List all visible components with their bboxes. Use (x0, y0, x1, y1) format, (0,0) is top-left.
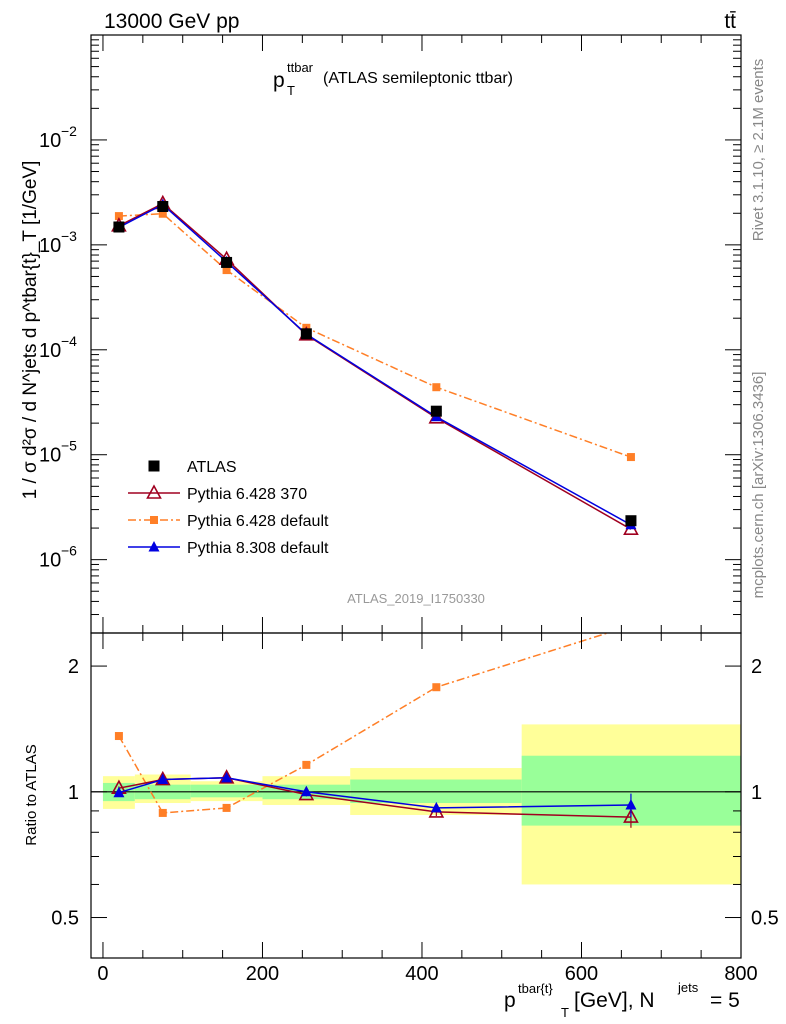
ratio-point-pythia-8-308-default (625, 798, 637, 810)
watermark: ATLAS_2019_I1750330 (347, 591, 485, 606)
main-ytick-exp: −5 (61, 438, 77, 454)
main-point-pythia-6-428-370 (428, 409, 445, 424)
main-ytick-exp: −3 (61, 228, 77, 244)
mcplots-label: mcplots.cern.ch [arXiv:1306.3436] (750, 372, 767, 599)
ratio-xtick-label: 800 (724, 963, 757, 985)
legend: ATLAS Pythia 6.428 370 Pythia 6.428 defaul… (128, 459, 329, 557)
header-right: tt̄ (724, 10, 736, 33)
main-ytick-label: 10 (39, 130, 61, 152)
main-ylabel: 1 / σ d²σ / d N^jets d p^tbar{t}_T [1/Ge… (20, 161, 41, 500)
legend-marker-atlas (148, 460, 160, 472)
x-axis-label: p tbar{t} T [GeV], N jets = 5 (504, 980, 740, 1020)
ratio-point-pythia-8-308-default (430, 801, 442, 813)
xlabel-sub: T (561, 1005, 569, 1020)
main-point-pythia-6-428-default (222, 266, 231, 275)
ratio-point-pythia-6-428-370 (154, 770, 171, 786)
legend-label-atlas: ATLAS (187, 459, 237, 476)
rivet-label: Rivet 3.1.10, ≥ 2.1M events (750, 59, 767, 242)
main-point-atlas (300, 328, 312, 340)
main-ytick-label: 10 (39, 340, 61, 362)
xlabel-end: = 5 (710, 989, 740, 1012)
ratio-point-pythia-6-428-370 (623, 808, 639, 823)
ratio-ytick-label-right: 1 (751, 782, 762, 804)
legend-label-pythia-6-428-370: Pythia 6.428 370 (187, 486, 307, 503)
ratio-ytick-label-left: 0.5 (51, 908, 79, 930)
ratio-point-pythia-6-428-default (114, 732, 123, 741)
main-point-pythia-6-428-default (432, 383, 441, 392)
ratio-xtick-label: 400 (405, 963, 438, 985)
ratio-ytick-label-right: 2 (751, 656, 762, 678)
main-point-pythia-6-428-default (114, 212, 123, 221)
legend-label-pythia-6-428-default: Pythia 6.428 default (187, 513, 329, 530)
ratio-band-green (190, 784, 263, 798)
main-line-pythia-6-428-default (118, 212, 632, 458)
main-point-atlas (113, 221, 125, 233)
ratio-xtick-label: 200 (246, 963, 279, 985)
main-point-atlas (157, 201, 169, 213)
ratio-point-pythia-6-428-default (432, 683, 441, 692)
main-title: p ttbar T (ATLAS semileptonic ttbar) (273, 60, 513, 98)
main-title-sup: ttbar (287, 60, 314, 75)
ratio-line-pythia-8-308-default (118, 777, 631, 809)
legend-marker-pythia-6-428-default (150, 516, 158, 524)
legend-marker-pythia-8-308-default (148, 541, 160, 552)
xlabel-rest: [GeV], N (574, 989, 655, 1012)
ratio-ytick-label-left: 2 (68, 656, 79, 678)
main-title-sub: T (287, 83, 295, 98)
xlabel-p: p (504, 989, 516, 1012)
ratio-point-pythia-6-428-default (158, 808, 167, 817)
ratio-bands (102, 724, 741, 885)
ratio-xtick-label: 600 (565, 963, 598, 985)
main-ytick-exp: −4 (61, 333, 77, 349)
main-point-atlas (430, 405, 442, 417)
main-ytick-label: 10 (39, 445, 61, 467)
main-ytick-exp: −6 (61, 543, 77, 559)
ratio-panel: 0.5 0.5 1 1 2 2 0 200 400 600 800 (51, 622, 779, 985)
header-left: 13000 GeV pp (104, 10, 239, 33)
main-ylabel-group: 1 / σ d²σ / d N^jets d p^tbar{t}_T [1/Ge… (20, 161, 41, 500)
main-point-atlas (221, 256, 233, 268)
xlabel-sup: tbar{t} (518, 981, 553, 996)
ratio-frame (90, 632, 742, 959)
ratio-point-pythia-8-308-default (157, 773, 169, 785)
ratio-point-pythia-8-308-default (113, 786, 125, 798)
ratio-point-pythia-6-428-default (627, 622, 635, 630)
ratio-series-group (111, 622, 639, 828)
main-line-pythia-8-308-default (118, 203, 632, 526)
main-ytick-label: 10 (39, 550, 61, 572)
ratio-point-pythia-8-308-default (300, 785, 312, 797)
main-point-atlas (625, 515, 637, 527)
main-title-rest: (ATLAS semileptonic ttbar) (323, 70, 513, 87)
main-ytick-label: 10 (39, 235, 61, 257)
xlabel-sup2: jets (677, 980, 699, 995)
ratio-ytick-label-left: 1 (68, 782, 79, 804)
ratio-ylabel: Ratio to ATLAS (23, 744, 40, 845)
ratio-point-pythia-8-308-default (221, 771, 233, 783)
main-title-p: p (273, 69, 285, 92)
ratio-point-pythia-6-428-370 (218, 769, 235, 784)
main-line-pythia-6-428-370 (118, 202, 632, 530)
main-series-group (111, 194, 639, 536)
main-ytick-exp: −2 (61, 123, 77, 139)
ratio-point-pythia-6-428-default (222, 803, 231, 812)
legend-label-pythia-8-308-default: Pythia 8.308 default (187, 540, 329, 557)
ratio-xtick-label: 0 (97, 963, 108, 985)
ratio-ytick-label-right: 0.5 (751, 908, 779, 930)
ratio-point-pythia-6-428-default (302, 760, 311, 769)
main-point-pythia-6-428-default (158, 209, 167, 218)
main-point-pythia-6-428-default (626, 453, 635, 462)
legend-marker-pythia-6-428-370 (146, 484, 162, 499)
